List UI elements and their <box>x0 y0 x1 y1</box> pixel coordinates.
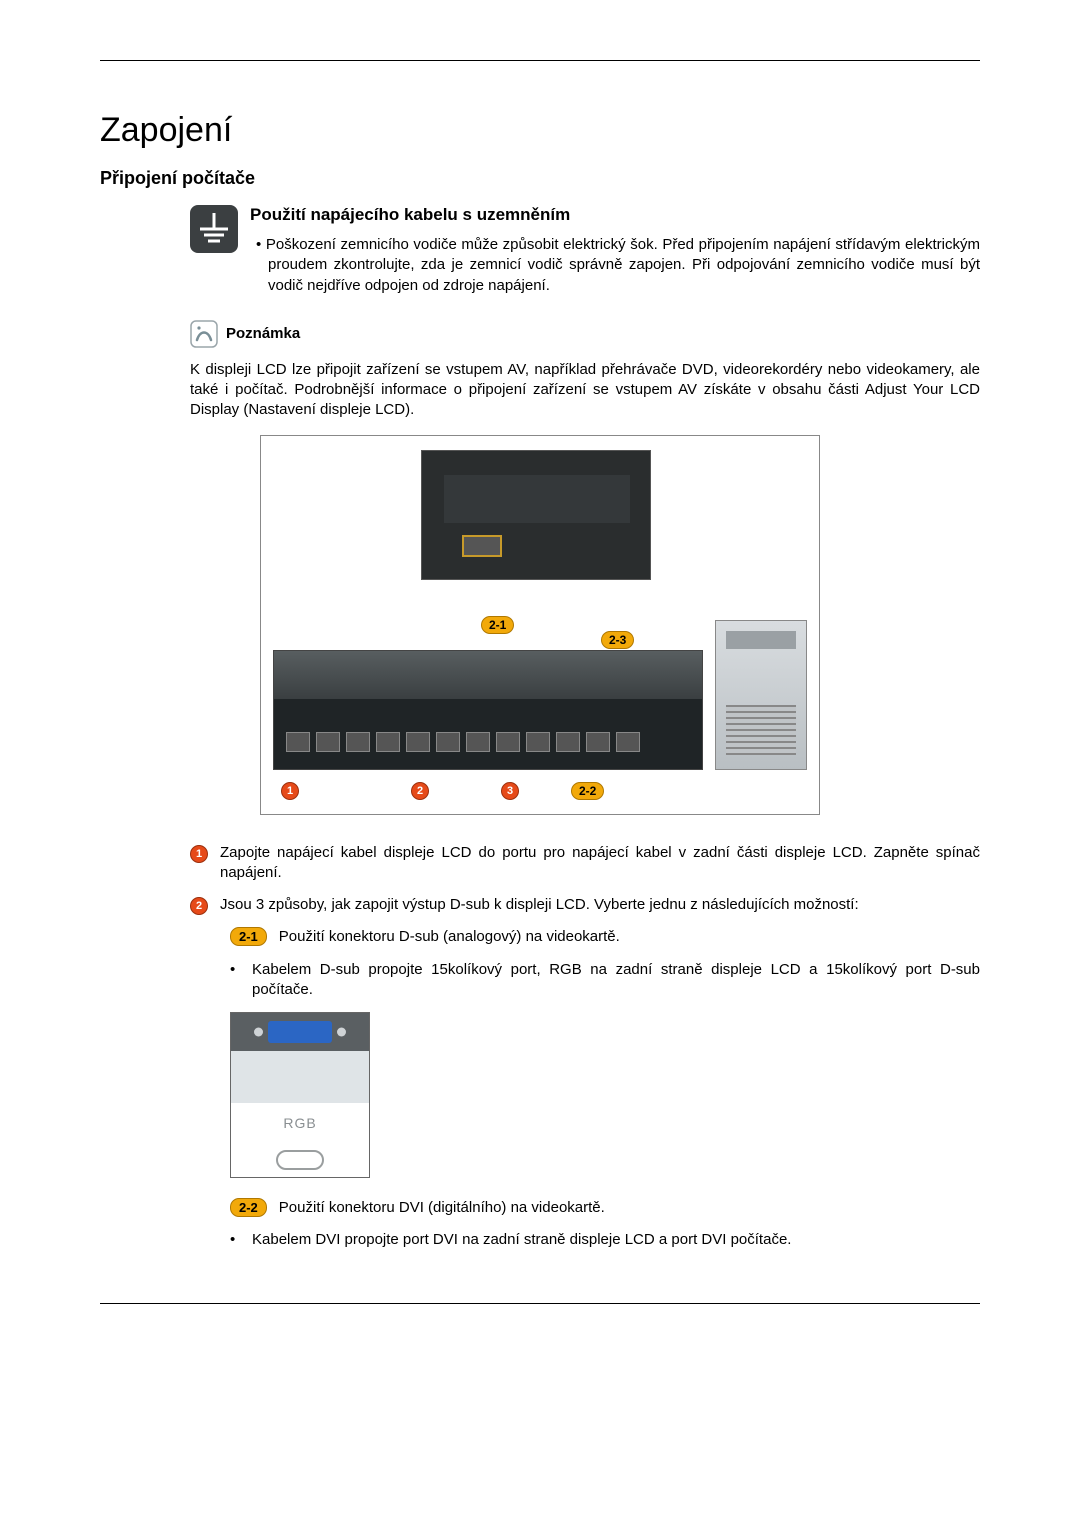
callout-2-3: 2-3 <box>601 631 634 649</box>
substep-2-2-detail-text: Kabelem DVI propojte port DVI na zadní s… <box>252 1230 791 1250</box>
substep-2-2: 2-2 Použití konektoru DVI (digitálního) … <box>230 1198 980 1218</box>
bullet-1-icon: 1 <box>190 845 208 863</box>
bullet-dot-icon: • <box>230 960 240 980</box>
round-jack-icon <box>276 1150 324 1170</box>
vga-port-icon <box>268 1021 332 1043</box>
bullet-dot-icon: • <box>230 1230 240 1250</box>
step-2: 2 Jsou 3 způsoby, jak zapojit výstup D-s… <box>190 895 980 915</box>
step-2-text: Jsou 3 způsoby, jak zapojit výstup D-sub… <box>220 895 859 915</box>
bullet-2-icon: 2 <box>190 897 208 915</box>
callout-2-1: 2-1 <box>481 616 514 634</box>
badge-2-1: 2-1 <box>230 927 267 946</box>
note-icon <box>190 320 218 348</box>
substep-2-1-text: Použití konektoru D-sub (analogový) na v… <box>279 927 620 947</box>
substep-2-1: 2-1 Použití konektoru D-sub (analogový) … <box>230 927 980 947</box>
ground-icon <box>190 205 238 253</box>
substep-2-2-detail: • Kabelem DVI propojte port DVI na zadní… <box>230 1230 980 1250</box>
note-label: Poznámka <box>226 325 300 342</box>
note-text: K displeji LCD lze připojit zařízení se … <box>190 360 980 421</box>
callout-circle-2: 2 <box>411 782 429 800</box>
connection-diagram: 2-1 2-3 2-2 1 2 3 <box>100 435 980 815</box>
ground-text: • Poškození zemnicího vodiče může způsob… <box>250 235 980 296</box>
sub-steps-2: 2-2 Použití konektoru DVI (digitálního) … <box>230 1198 980 1251</box>
note-block: Poznámka K displeji LCD lze připojit zař… <box>190 320 980 421</box>
callout-circle-3: 3 <box>501 782 519 800</box>
bottom-rule <box>100 1303 980 1304</box>
substep-2-1-detail: • Kabelem D-sub propojte 15kolíkový port… <box>230 960 980 1001</box>
top-rule <box>100 60 980 61</box>
badge-2-2: 2-2 <box>230 1198 267 1217</box>
connector-label: RGB <box>231 1103 369 1143</box>
substep-2-2-text: Použití konektoru DVI (digitálního) na v… <box>279 1198 605 1218</box>
ground-heading: Použití napájecího kabelu s uzemněním <box>250 205 980 225</box>
ground-block: Použití napájecího kabelu s uzemněním • … <box>190 205 980 296</box>
page-title: Zapojení <box>100 111 980 150</box>
substep-2-1-detail-text: Kabelem D-sub propojte 15kolíkový port, … <box>252 960 980 1001</box>
step-1-text: Zapojte napájecí kabel displeje LCD do p… <box>220 843 980 884</box>
rgb-connector-card: RGB <box>230 1012 370 1178</box>
numbered-steps: 1 Zapojte napájecí kabel displeje LCD do… <box>190 843 980 916</box>
sub-steps: 2-1 Použití konektoru D-sub (analogový) … <box>230 927 980 1000</box>
callout-circle-1: 1 <box>281 782 299 800</box>
callout-2-2: 2-2 <box>571 782 604 800</box>
section-title: Připojení počítače <box>100 168 980 189</box>
step-1: 1 Zapojte napájecí kabel displeje LCD do… <box>190 843 980 884</box>
